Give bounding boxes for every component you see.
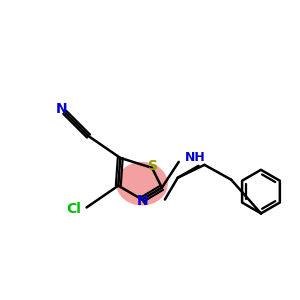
Text: NH: NH <box>185 152 206 164</box>
Text: N: N <box>56 102 68 116</box>
Ellipse shape <box>116 162 168 206</box>
Text: Cl: Cl <box>66 202 81 216</box>
Text: S: S <box>148 159 158 173</box>
Text: N: N <box>136 194 148 208</box>
